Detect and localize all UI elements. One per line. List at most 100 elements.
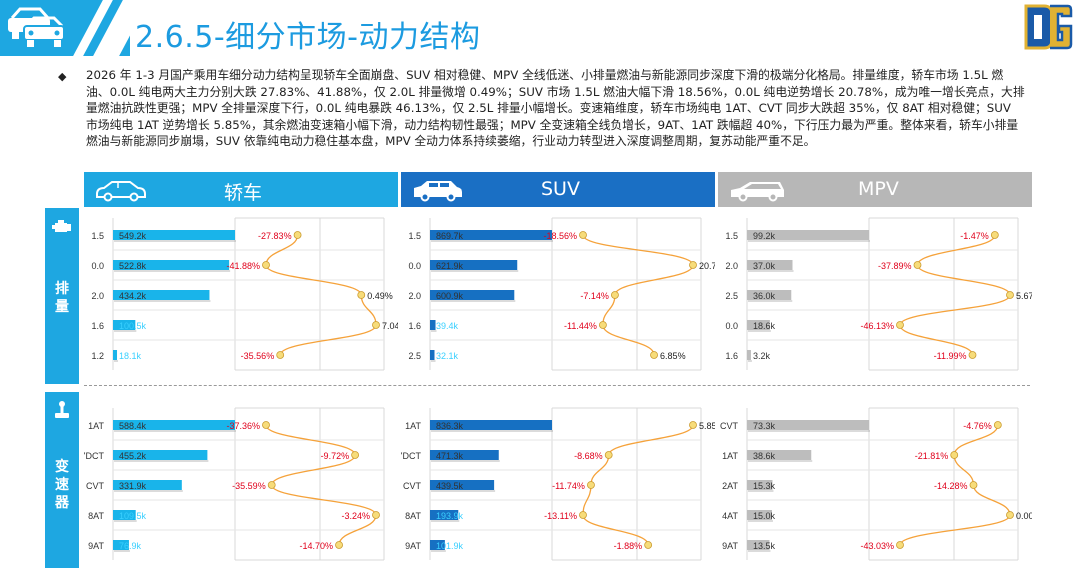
growth-label: -9.72% <box>321 451 350 461</box>
volume-bar-shadow <box>431 360 436 362</box>
category-label: 9AT <box>405 541 421 551</box>
category-label: 1.2 <box>91 351 104 361</box>
growth-line <box>582 424 694 546</box>
volume-label: 32.1k <box>436 351 459 361</box>
growth-label: -18.56% <box>543 231 577 241</box>
volume-label: 15.3k <box>753 481 776 491</box>
volume-bar-shadow <box>748 300 793 302</box>
category-label: CVT <box>403 481 422 491</box>
volume-bar <box>430 230 552 240</box>
gear-shift-icon <box>55 401 69 418</box>
growth-point <box>372 321 380 329</box>
chart-suv-displacement: 1.5 869.7k 0.0 621.9k 2.0 600.9k 1.6 39.4k 2.5 32… <box>408 217 715 371</box>
volume-label: 471.3k <box>436 451 464 461</box>
category-label: 9AT <box>722 541 738 551</box>
growth-line <box>265 424 377 546</box>
growth-label: -11.74% <box>552 481 585 491</box>
volume-bar <box>430 450 499 460</box>
volume-label: 3.2k <box>753 351 771 361</box>
growth-point <box>587 481 595 489</box>
growth-point <box>896 321 904 329</box>
category-label: 9AT <box>88 541 104 551</box>
growth-point <box>351 451 360 459</box>
volume-bar <box>430 420 552 430</box>
growth-label: -8.68% <box>574 451 603 461</box>
volume-bar-shadow <box>114 520 137 522</box>
category-label: 2.5 <box>408 351 421 361</box>
growth-point <box>1006 511 1014 519</box>
volume-bar <box>113 260 230 270</box>
growth-point <box>604 451 613 459</box>
volume-bar-shadow <box>114 240 236 242</box>
growth-point <box>372 511 380 519</box>
category-label: 1.5 <box>408 231 421 241</box>
volume-bar-shadow <box>748 240 870 242</box>
volume-bar-shadow <box>431 460 500 462</box>
chart-sedan-transmission: 1AT 588.4k 7DCT 455.2k CVT 331.9k 8AT 109.5k 9AT… <box>84 407 385 561</box>
volume-bar-shadow <box>748 270 794 272</box>
growth-line <box>582 234 694 356</box>
volume-bar <box>113 290 210 300</box>
column-header-mpv: MPV <box>718 172 1032 207</box>
growth-point <box>968 351 977 359</box>
growth-point <box>969 481 978 489</box>
volume-bar-shadow <box>748 360 752 362</box>
growth-point <box>689 421 697 429</box>
suv-icon <box>414 181 462 202</box>
volume-label: 36.0k <box>753 291 776 301</box>
volume-label: 439.5k <box>436 481 464 491</box>
growth-label: -1.88% <box>614 541 643 551</box>
growth-point <box>650 351 658 359</box>
volume-label: 331.9k <box>119 481 147 491</box>
volume-bar-shadow <box>748 550 771 552</box>
volume-label: 76.9k <box>119 541 142 551</box>
growth-line <box>899 234 1011 356</box>
volume-bar-shadow <box>431 550 446 552</box>
growth-label: -4.76% <box>963 421 992 431</box>
category-label: 8AT <box>88 511 104 521</box>
growth-point <box>335 541 343 549</box>
volume-bar <box>747 420 869 430</box>
volume-label: 18.6k <box>753 321 776 331</box>
growth-line <box>899 424 1011 546</box>
volume-bar-shadow <box>114 300 211 302</box>
volume-bar <box>430 290 515 300</box>
category-label: 1.5 <box>91 231 104 241</box>
category-label: 4AT <box>722 511 738 521</box>
volume-bar-shadow <box>114 330 137 332</box>
growth-label: -14.28% <box>934 481 968 491</box>
growth-label: -1.47% <box>960 231 989 241</box>
volume-label: 549.2k <box>119 231 147 241</box>
volume-label: 15.0k <box>753 511 776 521</box>
growth-point <box>262 261 270 269</box>
category-label: 1AT <box>88 421 104 431</box>
volume-bar-shadow <box>431 270 519 272</box>
sedan-icon <box>96 181 146 202</box>
brand-logo-icon <box>1024 4 1073 50</box>
category-label: 0.0 <box>91 261 104 271</box>
summary-text: 2026 年 1-3 月国产乘用车细分动力结构呈现轿车全面崩盘、SUV 相对稳健… <box>86 68 1025 148</box>
volume-label: 37.0k <box>753 261 776 271</box>
volume-label: 13.5k <box>753 541 776 551</box>
volume-bar-shadow <box>114 360 119 362</box>
growth-point <box>579 231 587 239</box>
category-label: 0.0 <box>408 261 421 271</box>
chart-mpv-transmission: CVT 73.3k 1AT 38.6k 2AT 15.3k 4AT 15.0k 9AT 13.5k… <box>720 407 1032 561</box>
column-header-suv: SUV <box>401 172 715 207</box>
growth-label: -27.83% <box>258 231 292 241</box>
volume-bar <box>747 350 751 360</box>
growth-point <box>689 261 697 269</box>
page-title: 2.6.5-细分市场-动力结构 <box>135 20 481 55</box>
category-label: 1.5 <box>725 231 738 241</box>
growth-point <box>267 481 276 489</box>
volume-bar <box>113 230 235 240</box>
growth-point <box>913 261 922 269</box>
growth-label: 0.49% <box>367 291 393 301</box>
volume-bar <box>747 320 770 330</box>
volume-label: 39.4k <box>436 321 459 331</box>
growth-point <box>990 231 999 239</box>
volume-bar <box>430 320 436 330</box>
growth-label: 20.78% <box>699 261 715 271</box>
column-label-mpv: MPV <box>858 178 899 200</box>
car-front-icon <box>8 7 65 47</box>
